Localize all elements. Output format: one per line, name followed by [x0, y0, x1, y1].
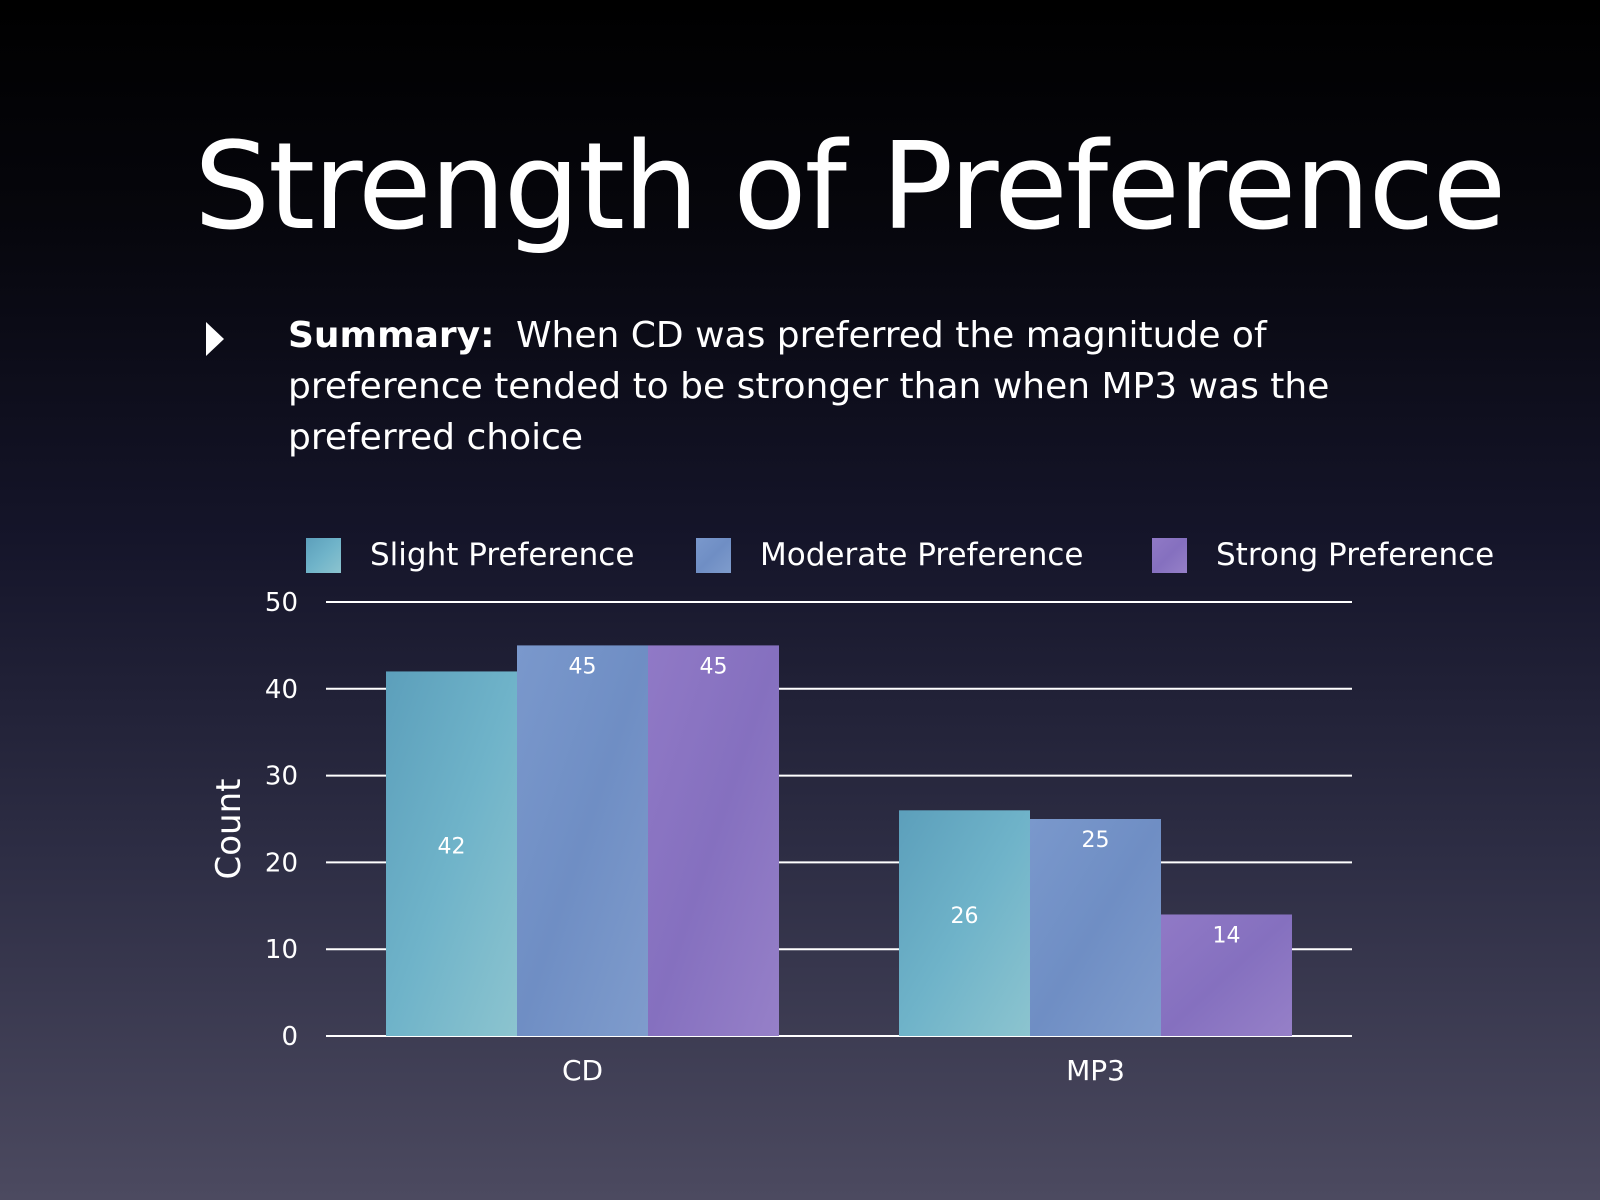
y-tick-label: 50 — [265, 588, 298, 618]
data-label: 45 — [700, 654, 728, 679]
x-tick-label: MP3 — [1066, 1054, 1125, 1087]
data-label: 25 — [1082, 828, 1110, 853]
legend-label: Moderate Preference — [760, 537, 1083, 573]
legend-label: Slight Preference — [370, 537, 634, 573]
summary-lead: Summary: — [288, 315, 495, 356]
bar-cd-2 — [648, 645, 779, 1036]
bar-mp3-1 — [1030, 819, 1161, 1036]
legend-swatch — [1152, 538, 1187, 573]
x-tick-label: CD — [562, 1054, 603, 1087]
bar-mp3-0 — [899, 810, 1030, 1036]
bar-mp3-2 — [1161, 914, 1292, 1036]
data-label: 45 — [569, 654, 597, 679]
bar-cd-0 — [386, 671, 517, 1036]
y-tick-label: 20 — [265, 848, 298, 878]
legend-label: Strong Preference — [1216, 537, 1494, 573]
y-tick-label: 40 — [265, 675, 298, 705]
data-label: 14 — [1213, 923, 1241, 948]
y-tick-label: 30 — [265, 762, 298, 792]
data-label: 26 — [951, 904, 979, 929]
legend-swatch — [306, 538, 341, 573]
data-label: 42 — [438, 835, 466, 860]
y-tick-label: 10 — [265, 935, 298, 965]
slide-title: Strength of Preference — [194, 118, 1506, 257]
summary-text: When CD was preferred the magnitude of p… — [288, 315, 1330, 458]
y-axis-label: Count — [209, 779, 249, 880]
bar-cd-1 — [517, 645, 648, 1036]
legend-swatch — [696, 538, 731, 573]
y-tick-label: 0 — [281, 1022, 298, 1052]
bullet-triangle-icon — [206, 322, 224, 356]
summary-bullet: Summary: When CD was preferred the magni… — [288, 310, 1348, 463]
